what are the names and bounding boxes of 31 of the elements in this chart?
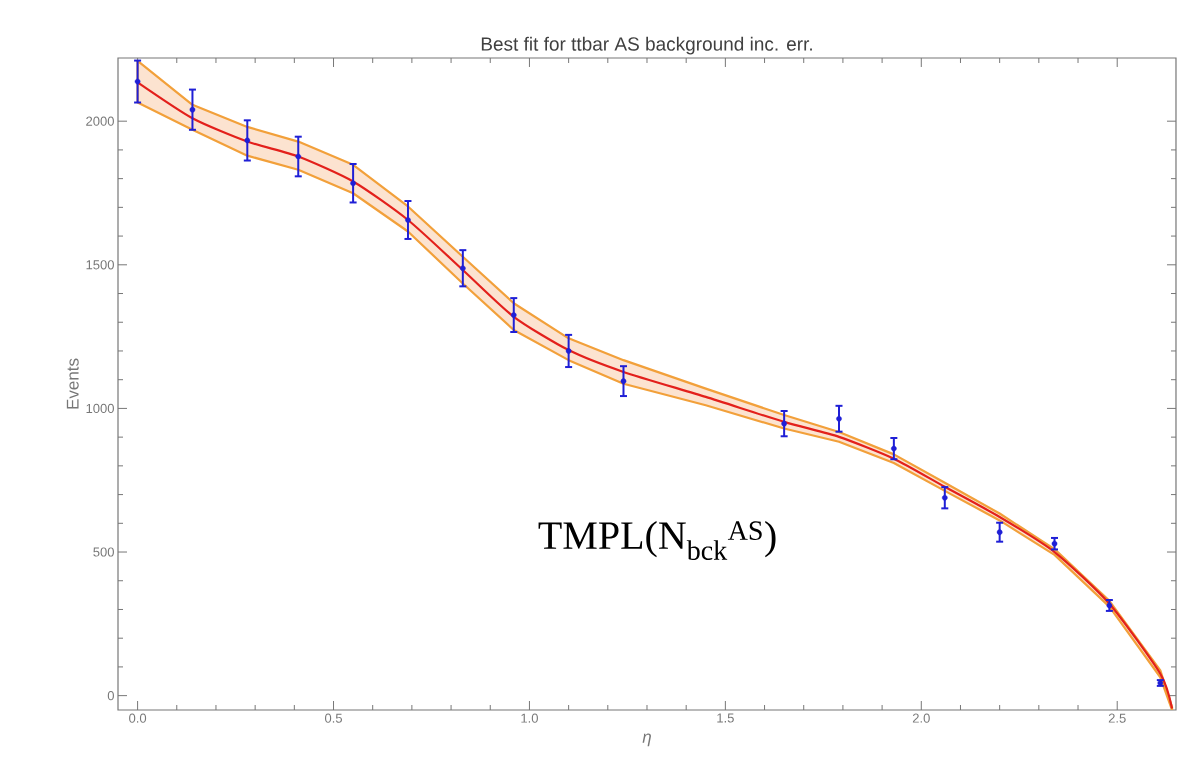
point bbox=[781, 420, 787, 427]
y-tick-label: 1000 bbox=[86, 403, 114, 414]
y-tick-label: 500 bbox=[93, 547, 114, 557]
point bbox=[891, 445, 897, 452]
point bbox=[460, 265, 466, 272]
point bbox=[942, 494, 948, 501]
annotation: TMPL(N$_{bck}$$^{AS}$) bbox=[538, 521, 776, 560]
point bbox=[350, 180, 356, 187]
x-tick-label: 0.0 bbox=[129, 713, 147, 723]
point bbox=[405, 217, 411, 223]
point bbox=[620, 378, 627, 384]
x-axis-title: η bbox=[642, 733, 651, 747]
x-tick-label: 1.5 bbox=[717, 713, 734, 723]
x-tick-label: 0.5 bbox=[325, 713, 343, 723]
point bbox=[134, 78, 141, 85]
point bbox=[565, 348, 572, 354]
point bbox=[295, 153, 302, 160]
point bbox=[510, 312, 517, 318]
x-tick-label: 2.0 bbox=[912, 713, 930, 723]
y-tick-label: 2000 bbox=[86, 116, 114, 126]
x-tick-label: 2.5 bbox=[1108, 713, 1126, 723]
x-tick-label: 1.0 bbox=[521, 713, 538, 723]
y-tick-label: 0 bbox=[107, 691, 114, 701]
point bbox=[244, 137, 251, 144]
point bbox=[189, 106, 196, 113]
chart-title: Best fit for ttbar AS background inc. err. bbox=[481, 36, 812, 55]
point bbox=[996, 529, 1003, 535]
y-axis-title: Events bbox=[66, 358, 79, 409]
point bbox=[836, 415, 842, 422]
y-tick-label: 1500 bbox=[86, 260, 114, 270]
point bbox=[1051, 540, 1058, 547]
